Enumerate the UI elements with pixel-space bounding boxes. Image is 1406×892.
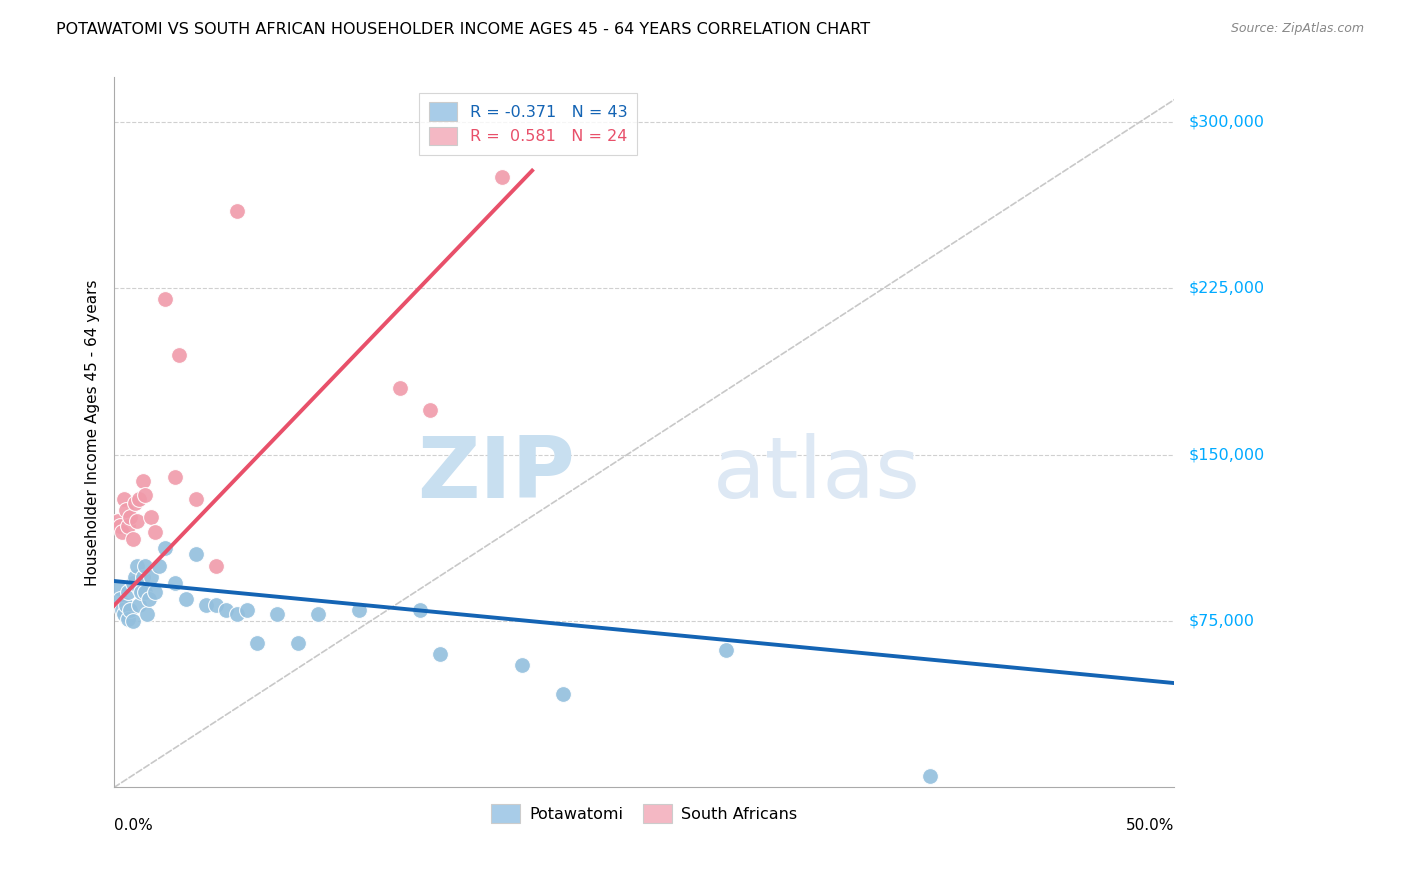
South Africans <box>491 170 513 185</box>
Potawatomi <box>129 585 152 599</box>
South Africans <box>110 518 132 533</box>
Potawatomi <box>215 603 238 617</box>
Potawatomi <box>347 603 370 617</box>
Potawatomi <box>143 585 166 599</box>
South Africans <box>388 381 411 395</box>
Legend: Potawatomi, South Africans: Potawatomi, South Africans <box>485 797 804 829</box>
Potawatomi <box>124 569 146 583</box>
Potawatomi <box>225 607 247 622</box>
Text: POTAWATOMI VS SOUTH AFRICAN HOUSEHOLDER INCOME AGES 45 - 64 YEARS CORRELATION CH: POTAWATOMI VS SOUTH AFRICAN HOUSEHOLDER … <box>56 22 870 37</box>
Potawatomi <box>112 607 135 622</box>
Text: ZIP: ZIP <box>418 434 575 516</box>
South Africans <box>120 509 142 524</box>
Potawatomi <box>134 558 156 573</box>
South Africans <box>112 491 135 506</box>
South Africans <box>165 469 187 483</box>
Potawatomi <box>121 576 143 591</box>
Text: 50.0%: 50.0% <box>1126 818 1174 833</box>
Text: $150,000: $150,000 <box>1188 447 1264 462</box>
Potawatomi <box>138 591 160 606</box>
South Africans <box>169 348 191 362</box>
South Africans <box>124 496 146 510</box>
Potawatomi <box>174 591 197 606</box>
Potawatomi <box>510 658 533 673</box>
Potawatomi <box>184 548 207 562</box>
Potawatomi <box>120 603 142 617</box>
Potawatomi <box>918 769 941 783</box>
Potawatomi <box>125 558 148 573</box>
Potawatomi <box>117 585 139 599</box>
Potawatomi <box>128 599 150 613</box>
South Africans <box>184 491 207 506</box>
Potawatomi <box>409 603 432 617</box>
Potawatomi <box>111 603 134 617</box>
Text: atlas: atlas <box>713 434 921 516</box>
Potawatomi <box>266 607 288 622</box>
South Africans <box>143 525 166 540</box>
Potawatomi <box>132 569 155 583</box>
South Africans <box>225 203 247 218</box>
Potawatomi <box>194 599 217 613</box>
Text: 0.0%: 0.0% <box>114 818 153 833</box>
Potawatomi <box>165 576 187 591</box>
Potawatomi <box>128 581 150 595</box>
Potawatomi <box>117 612 139 626</box>
South Africans <box>153 293 176 307</box>
Potawatomi <box>135 607 157 622</box>
South Africans <box>115 503 138 517</box>
Potawatomi <box>551 687 574 701</box>
Potawatomi <box>429 647 451 661</box>
Potawatomi <box>148 558 170 573</box>
Text: $225,000: $225,000 <box>1188 281 1264 295</box>
Potawatomi <box>121 614 143 628</box>
Text: Source: ZipAtlas.com: Source: ZipAtlas.com <box>1230 22 1364 36</box>
Text: $300,000: $300,000 <box>1188 114 1264 129</box>
Potawatomi <box>714 642 737 657</box>
South Africans <box>134 487 156 501</box>
South Africans <box>111 525 134 540</box>
Potawatomi <box>307 607 329 622</box>
Potawatomi <box>205 599 228 613</box>
Potawatomi <box>235 603 257 617</box>
Potawatomi <box>287 636 309 650</box>
South Africans <box>419 403 441 417</box>
South Africans <box>205 558 228 573</box>
Y-axis label: Householder Income Ages 45 - 64 years: Householder Income Ages 45 - 64 years <box>86 279 100 586</box>
Potawatomi <box>115 599 138 613</box>
South Africans <box>121 532 143 546</box>
Potawatomi <box>107 581 129 595</box>
South Africans <box>132 474 155 488</box>
South Africans <box>128 491 150 506</box>
South Africans <box>107 514 129 528</box>
Potawatomi <box>110 591 132 606</box>
Text: $75,000: $75,000 <box>1188 614 1254 629</box>
South Africans <box>125 514 148 528</box>
Potawatomi <box>246 636 269 650</box>
Potawatomi <box>139 569 162 583</box>
South Africans <box>139 509 162 524</box>
Potawatomi <box>134 585 156 599</box>
South Africans <box>117 518 139 533</box>
Potawatomi <box>153 541 176 555</box>
